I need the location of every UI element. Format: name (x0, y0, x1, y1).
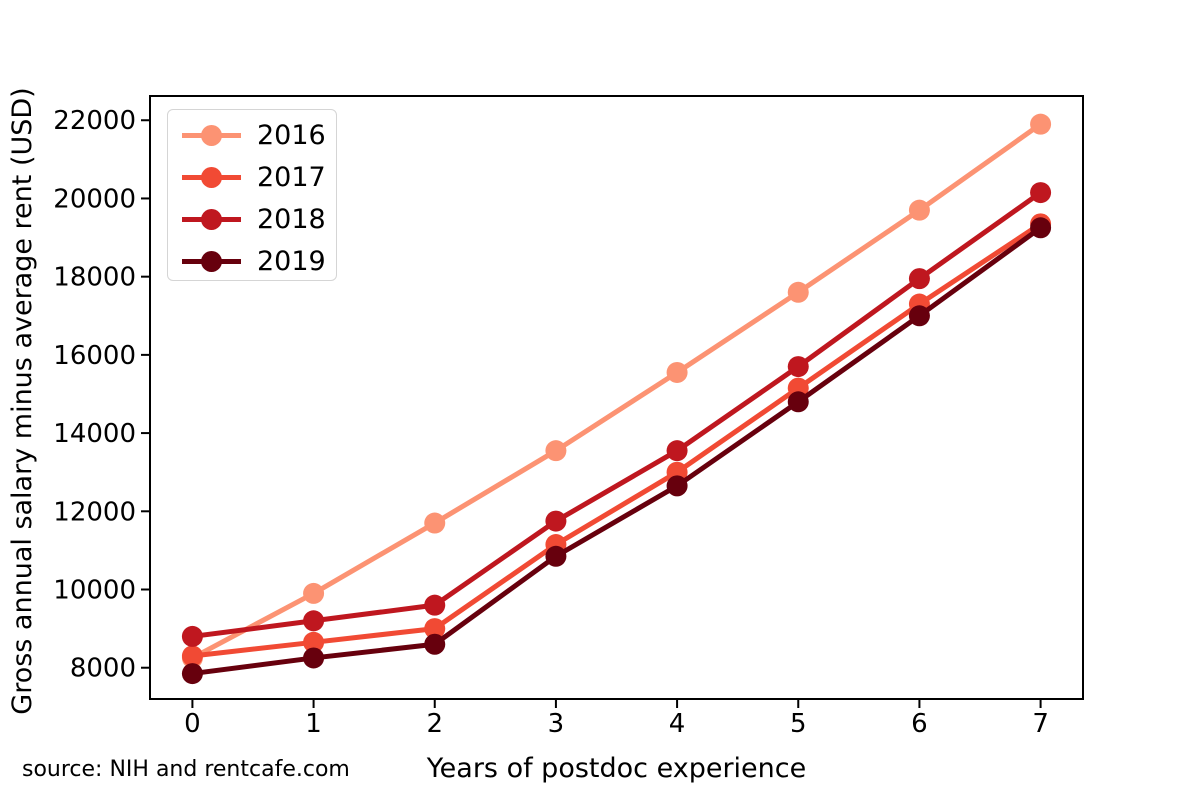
data-point-2019 (908, 305, 930, 327)
series-line-2019 (189, 225, 1044, 677)
series-2016 (181, 113, 1052, 669)
data-point-2018 (666, 440, 688, 462)
data-point-2016 (545, 440, 567, 462)
data-point-2018 (424, 594, 446, 616)
legend-label: 2017 (257, 161, 326, 193)
data-point-2018 (545, 510, 567, 532)
data-point-2019 (787, 391, 809, 413)
x-axis-label: Years of postdoc experience (426, 753, 807, 784)
data-point-2016 (1030, 113, 1052, 135)
y-tick-label: 18000 (53, 263, 136, 293)
data-point-2018 (303, 610, 325, 632)
legend-dot-sample (201, 208, 222, 230)
source-note: source: NIH and rentcafe.com (22, 757, 350, 782)
data-point-2019 (303, 647, 325, 669)
data-point-2019 (181, 663, 203, 685)
legend-marker-icon (182, 250, 241, 272)
legend-dot-sample (201, 166, 222, 188)
series-line-2018 (189, 190, 1044, 639)
x-tick-label: 0 (184, 709, 201, 739)
x-tick-label: 2 (426, 709, 443, 739)
data-point-2016 (787, 281, 809, 303)
data-point-2016 (424, 512, 446, 534)
legend-item-2018: 2018 (176, 198, 336, 240)
series-2019 (181, 217, 1052, 685)
data-point-2017 (424, 618, 446, 640)
data-point-2019 (424, 633, 446, 655)
legend-marker-icon (182, 124, 241, 146)
y-tick-label: 16000 (53, 341, 136, 371)
legend-dot-sample (201, 124, 222, 146)
x-tick-label: 1 (305, 709, 322, 739)
y-axis-label: Gross annual salary minus average rent (… (7, 87, 38, 715)
plot-spines (149, 95, 1084, 700)
x-tick-label: 5 (790, 709, 807, 739)
legend-label: 2018 (257, 203, 326, 235)
x-tick-label: 4 (669, 709, 686, 739)
data-point-2019 (1030, 217, 1052, 239)
legend-item-2019: 2019 (176, 240, 336, 282)
data-point-2018 (787, 356, 809, 378)
legend-item-2016: 2016 (176, 114, 336, 156)
y-tick-label: 22000 (53, 106, 136, 136)
y-tick-label: 12000 (53, 497, 136, 527)
data-point-2016 (666, 361, 688, 383)
y-tick-label: 8000 (70, 654, 136, 684)
data-point-2017 (181, 645, 203, 667)
data-point-2016 (303, 582, 325, 604)
y-tick-label: 14000 (53, 419, 136, 449)
legend-item-2017: 2017 (176, 156, 336, 198)
legend-marker-icon (182, 208, 241, 230)
x-tick-label: 7 (1032, 709, 1049, 739)
x-tick-label: 6 (911, 709, 928, 739)
legend-label: 2016 (257, 119, 326, 151)
data-point-2016 (908, 199, 930, 221)
data-point-2018 (181, 625, 203, 647)
data-point-2018 (908, 268, 930, 290)
y-tick-label: 20000 (53, 184, 136, 214)
legend-marker-icon (182, 166, 241, 188)
data-point-2017 (303, 631, 325, 653)
series-2018 (181, 182, 1052, 647)
legend-dot-sample (201, 250, 222, 272)
data-point-2019 (545, 545, 567, 567)
legend-label: 2019 (257, 245, 326, 277)
data-point-2019 (666, 475, 688, 497)
legend: 2016 2017 2018 2019 (167, 109, 337, 281)
series-line-2016 (189, 121, 1044, 661)
y-tick-label: 10000 (53, 576, 136, 606)
series-line-2017 (189, 221, 1044, 659)
x-tick-label: 3 (548, 709, 565, 739)
data-point-2018 (1030, 182, 1052, 204)
